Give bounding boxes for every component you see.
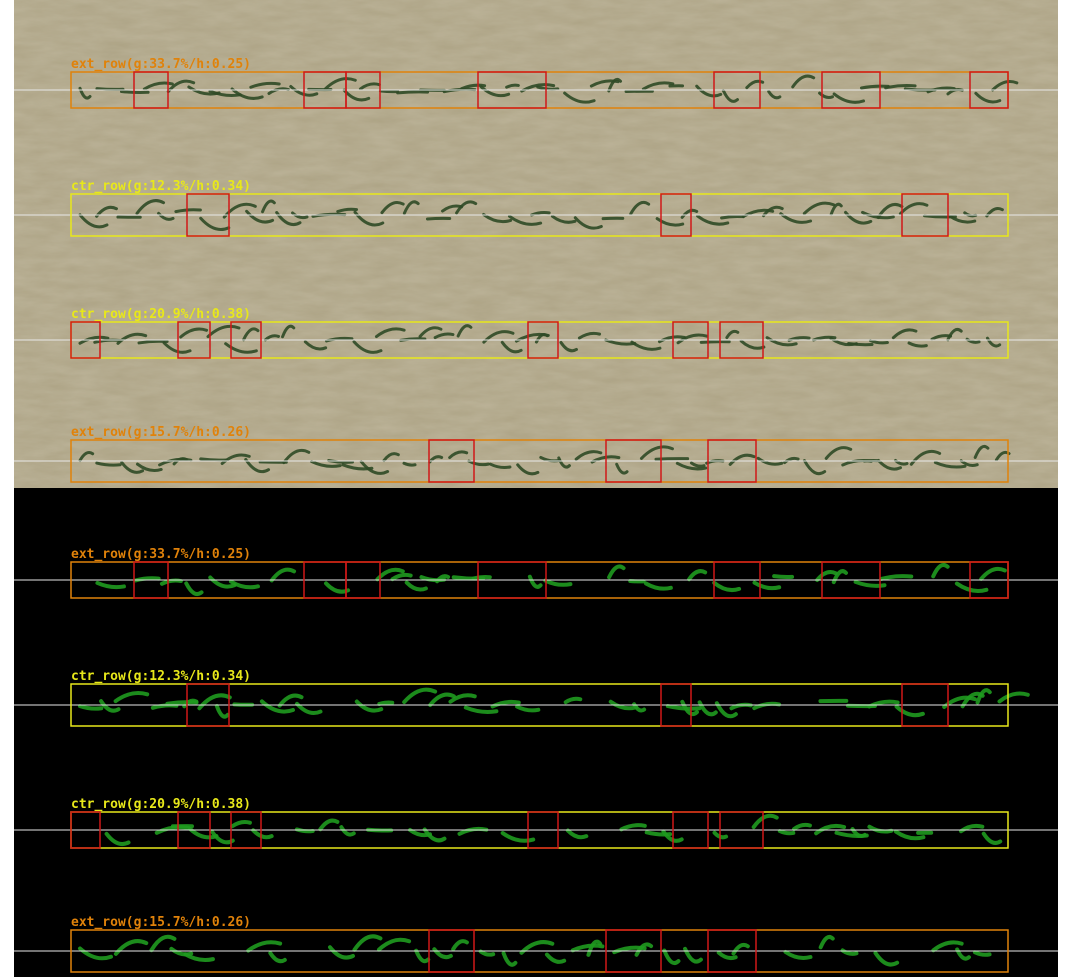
row-label: ctr_row(g:12.3%/h:0.34) xyxy=(71,669,251,684)
plant-leaf xyxy=(97,89,123,90)
row-label: ctr_row(g:12.3%/h:0.34) xyxy=(71,179,251,194)
plant-leaf xyxy=(722,216,744,218)
plant-leaf xyxy=(153,705,177,707)
row-label: ctr_row(g:20.9%/h:0.38) xyxy=(71,307,251,322)
row-detection-image: ext_row(g:33.7%/h:0.25) ctr_row(g:12.3%/h… xyxy=(0,0,1071,977)
plant-leaf xyxy=(379,703,392,704)
plant-leaf xyxy=(398,92,428,93)
plant-leaf xyxy=(975,952,990,954)
soil-texture xyxy=(14,0,1058,488)
plant-leaf xyxy=(121,91,148,92)
row-label: ext_row(g:15.7%/h:0.26) xyxy=(71,425,251,440)
row-label: ext_row(g:33.7%/h:0.25) xyxy=(71,547,251,562)
plant-leaf xyxy=(774,576,792,577)
plant-leaf xyxy=(474,577,490,578)
plant-leaf xyxy=(427,218,449,219)
row-label: ctr_row(g:20.9%/h:0.38) xyxy=(71,797,251,812)
plant-leaf xyxy=(404,463,415,465)
row-label: ext_row(g:15.7%/h:0.26) xyxy=(71,915,251,930)
plant-leaf xyxy=(849,344,873,345)
row-label: ext_row(g:33.7%/h:0.25) xyxy=(71,57,251,72)
plant-leaf xyxy=(780,831,793,833)
plant-leaf xyxy=(201,459,227,460)
plant-leaf xyxy=(380,91,397,92)
plant-leaf xyxy=(701,342,729,343)
